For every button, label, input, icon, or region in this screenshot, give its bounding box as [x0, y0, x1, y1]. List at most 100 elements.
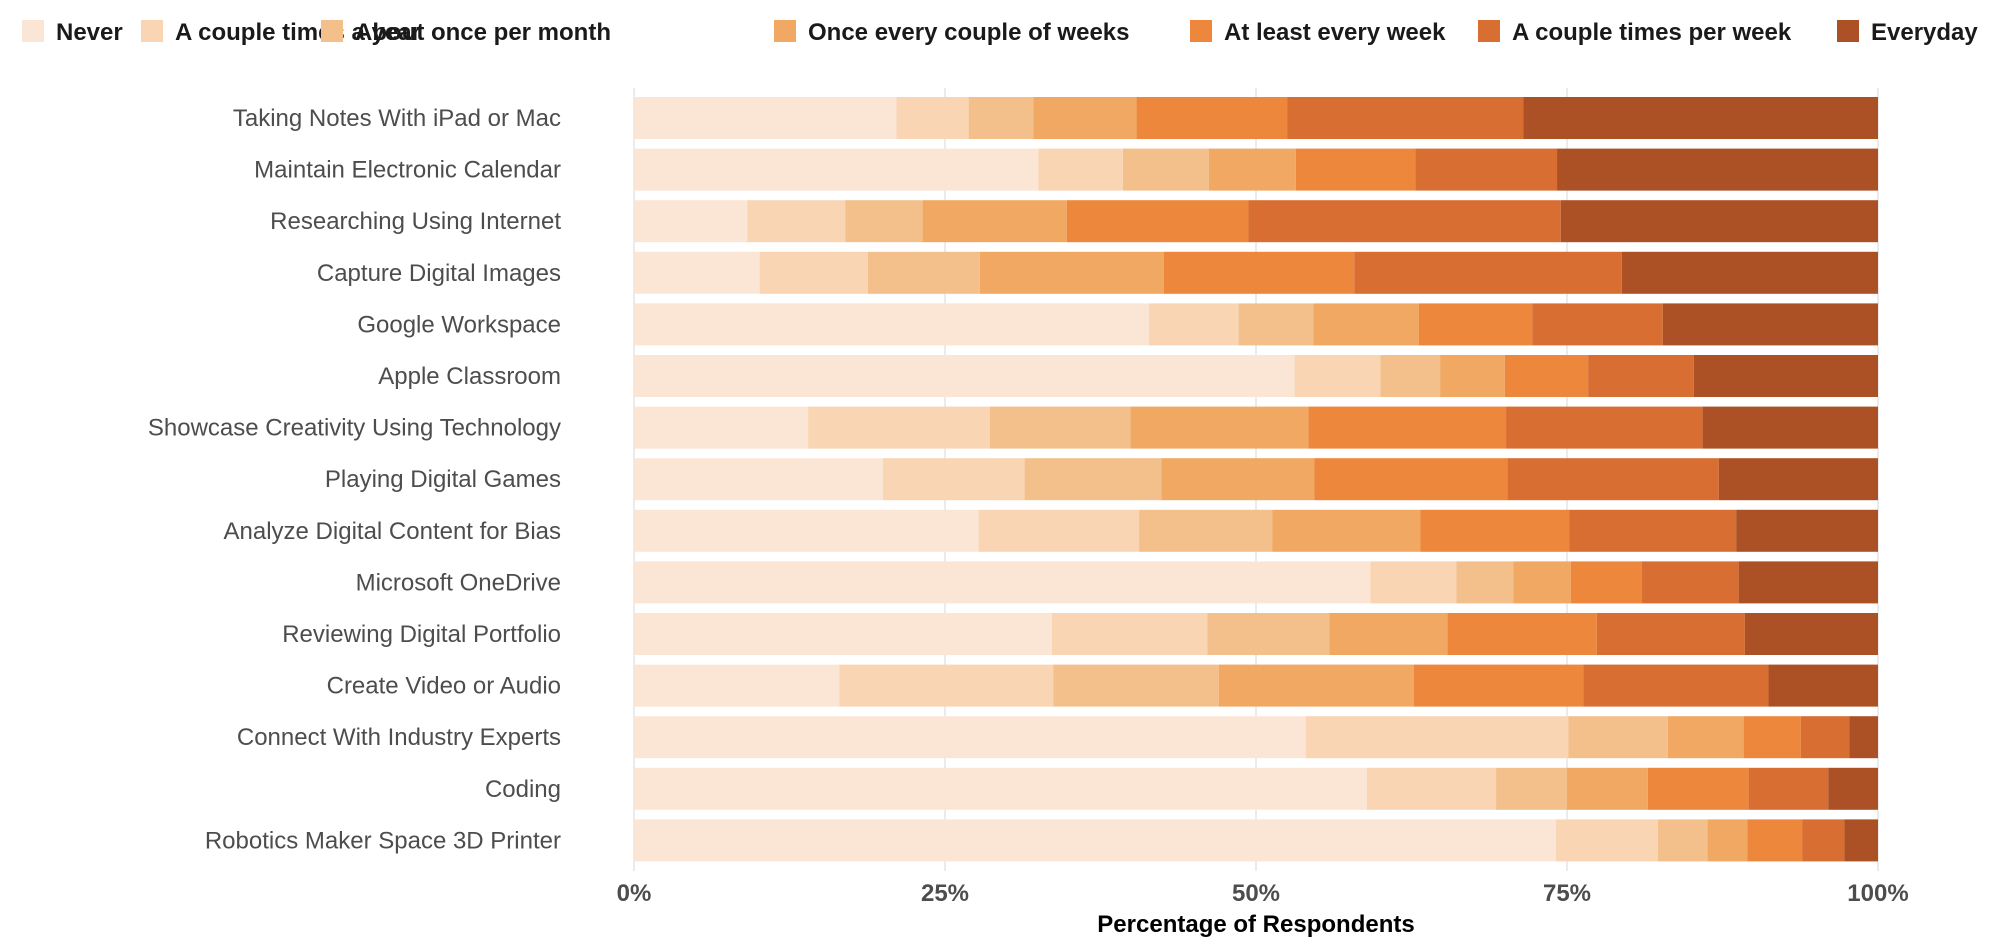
bar-segment-3-2 — [867, 251, 980, 294]
bar-segment-11-6 — [1768, 664, 1878, 707]
bar-segment-13-6 — [1828, 767, 1878, 810]
legend-label-4: At least every week — [1224, 19, 1446, 46]
bar-segment-10-2 — [1207, 613, 1330, 655]
category-label-9: Microsoft OneDrive — [356, 569, 561, 596]
bar-segment-1-1 — [1038, 148, 1123, 191]
bar-segment-2-4 — [1066, 200, 1249, 243]
bar-segment-3-3 — [979, 251, 1164, 294]
bar-segment-10-0 — [634, 613, 1052, 655]
bar-segment-0-5 — [1287, 97, 1524, 139]
x-tick-label-0: 0% — [617, 880, 652, 907]
bar-segment-6-1 — [808, 406, 990, 449]
bar-segment-0-1 — [896, 97, 969, 139]
bar-segment-11-5 — [1583, 664, 1769, 707]
bars — [634, 97, 1878, 862]
legend-swatch-3 — [774, 20, 796, 42]
bar-segment-4-6 — [1662, 303, 1878, 346]
legend-swatch-2 — [321, 20, 343, 42]
category-label-0: Taking Notes With iPad or Mac — [233, 105, 561, 132]
bar-segment-2-3 — [922, 200, 1067, 243]
bar-segment-14-6 — [1844, 819, 1878, 862]
category-label-1: Maintain Electronic Calendar — [254, 157, 561, 184]
x-tick-label-1: 25% — [921, 880, 969, 907]
bar-segment-9-6 — [1738, 561, 1878, 604]
bar-segment-10-6 — [1744, 613, 1878, 655]
bar-segment-3-6 — [1621, 251, 1878, 294]
bar-segment-0-0 — [634, 97, 897, 139]
bar-segment-5-1 — [1294, 355, 1381, 397]
bar-segment-0-3 — [1033, 97, 1137, 139]
bar-segment-8-3 — [1272, 509, 1421, 552]
bar-segment-14-3 — [1707, 819, 1748, 862]
bar-segment-5-0 — [634, 355, 1295, 397]
bar-segment-9-0 — [634, 561, 1371, 604]
legend-label-6: Everyday — [1871, 19, 1978, 46]
bar-segment-13-2 — [1496, 767, 1567, 810]
bar-segment-2-1 — [747, 200, 846, 243]
bar-segment-13-0 — [634, 767, 1367, 810]
bar-segment-7-4 — [1314, 458, 1508, 501]
legend-swatch-5 — [1478, 20, 1500, 42]
bar-segment-13-3 — [1567, 767, 1648, 810]
bar-segment-5-3 — [1440, 355, 1505, 397]
category-label-4: Google Workspace — [357, 311, 561, 338]
bar-segment-11-2 — [1053, 664, 1219, 707]
bar-segment-12-6 — [1849, 716, 1878, 759]
bar-segment-8-5 — [1569, 509, 1737, 552]
bar-segment-2-2 — [845, 200, 923, 243]
category-label-2: Researching Using Internet — [270, 208, 561, 235]
bar-segment-8-2 — [1139, 509, 1273, 552]
bar-segment-14-5 — [1802, 819, 1845, 862]
bar-segment-14-2 — [1657, 819, 1708, 862]
x-axis-ticks: 0% 25% 50% 75% 100% — [617, 880, 1909, 907]
category-label-12: Connect With Industry Experts — [237, 724, 561, 751]
category-label-11: Create Video or Audio — [327, 673, 561, 700]
legend-swatch-1 — [141, 20, 163, 42]
bar-segment-7-5 — [1507, 458, 1719, 501]
bar-segment-9-3 — [1513, 561, 1571, 604]
legend-label-2: About once per month — [355, 19, 611, 46]
category-label-5: Apple Classroom — [378, 363, 561, 390]
bar-segment-13-1 — [1366, 767, 1497, 810]
bar-segment-0-6 — [1523, 97, 1878, 139]
category-label-13: Coding — [485, 776, 561, 803]
bar-segment-4-5 — [1532, 303, 1663, 346]
bar-segment-7-6 — [1718, 458, 1878, 501]
bar-segment-6-3 — [1130, 406, 1309, 449]
legend-label-0: Never — [56, 19, 123, 46]
bar-segment-3-4 — [1163, 251, 1355, 294]
bar-segment-9-1 — [1370, 561, 1457, 604]
bar-segment-8-0 — [634, 509, 979, 552]
bar-segment-12-2 — [1568, 716, 1668, 759]
bar-segment-5-6 — [1693, 355, 1878, 397]
bar-segment-7-2 — [1024, 458, 1162, 501]
bar-segment-2-5 — [1248, 200, 1561, 243]
bar-segment-13-5 — [1748, 767, 1829, 810]
bar-segment-8-4 — [1420, 509, 1570, 552]
bar-segment-11-1 — [839, 664, 1054, 707]
bar-segment-12-0 — [634, 716, 1306, 759]
bar-segment-10-5 — [1596, 613, 1745, 655]
bar-segment-14-1 — [1555, 819, 1658, 862]
legend-swatch-6 — [1837, 20, 1859, 42]
bar-segment-13-4 — [1647, 767, 1749, 810]
category-label-6: Showcase Creativity Using Technology — [148, 415, 561, 442]
bar-segment-10-1 — [1051, 613, 1208, 655]
bar-segment-1-3 — [1208, 148, 1296, 191]
legend-label-1: A couple times a year — [175, 19, 421, 46]
bar-segment-5-2 — [1380, 355, 1441, 397]
bar-segment-9-5 — [1641, 561, 1739, 604]
bar-segment-11-4 — [1413, 664, 1584, 707]
category-label-10: Reviewing Digital Portfolio — [282, 621, 561, 648]
bar-segment-6-5 — [1506, 406, 1703, 449]
bar-segment-9-4 — [1570, 561, 1642, 604]
bar-segment-14-4 — [1747, 819, 1803, 862]
bar-segment-1-6 — [1557, 148, 1878, 191]
bar-segment-9-2 — [1456, 561, 1514, 604]
bar-segment-5-5 — [1588, 355, 1694, 397]
category-labels: Taking Notes With iPad or Mac Maintain El… — [148, 105, 561, 854]
bar-segment-7-0 — [634, 458, 883, 501]
bar-segment-2-0 — [634, 200, 748, 243]
